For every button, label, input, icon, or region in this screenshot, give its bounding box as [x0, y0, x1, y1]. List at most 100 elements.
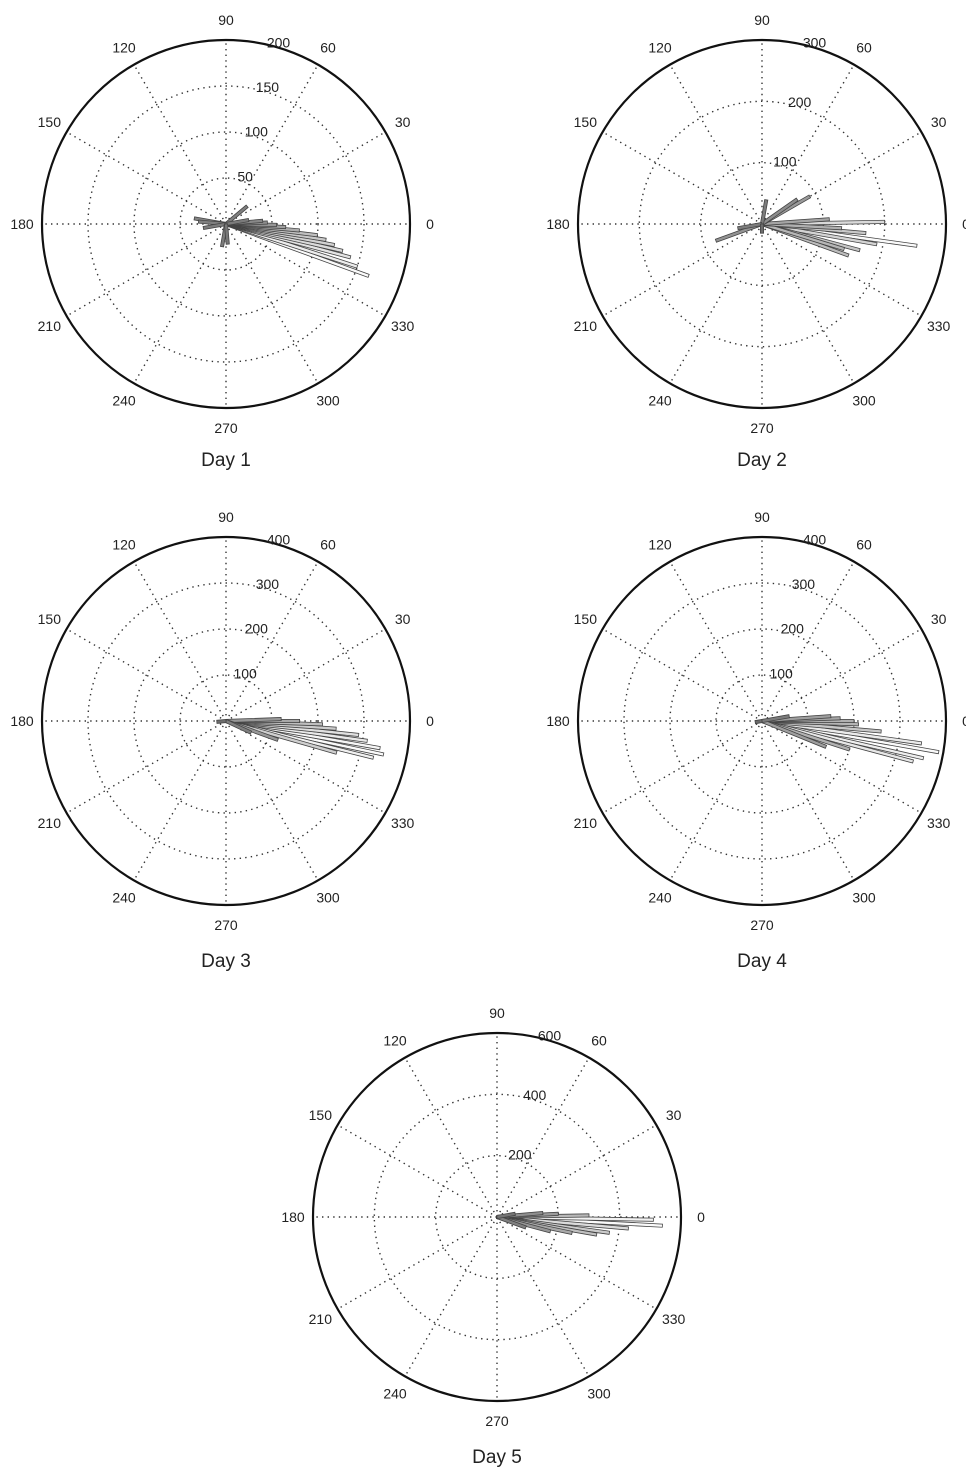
angle-tick-label: 240 [648, 890, 672, 906]
angle-tick-label: 30 [395, 611, 411, 627]
grid-ring [133, 131, 319, 317]
grid-ring [133, 628, 319, 814]
panel-caption: Day 3 [201, 951, 251, 972]
angle-tick-label: 210 [38, 815, 62, 831]
radius-tick-label: 600 [538, 1027, 562, 1043]
grid-spoke [404, 1216, 498, 1377]
grid-spoke [337, 1124, 498, 1218]
grid-spoke [496, 1057, 590, 1218]
angle-tick-label: 210 [574, 815, 598, 831]
angle-tick-label: 180 [281, 1209, 305, 1225]
angle-tick-label: 180 [546, 216, 570, 232]
angle-tick-label: 90 [754, 12, 770, 28]
outer-ring [40, 38, 412, 410]
grid-ring [638, 100, 886, 348]
angle-tick-label: 30 [666, 1107, 682, 1123]
outer-ring [576, 38, 948, 410]
angle-tick-label: 150 [574, 611, 598, 627]
angle-tick-label: 150 [309, 1107, 333, 1123]
radius-tick-label: 200 [788, 94, 812, 110]
panel-caption: Day 4 [737, 951, 787, 972]
angle-tick-label: 300 [587, 1386, 611, 1402]
grid-spoke [496, 1216, 590, 1377]
radius-tick-label: 100 [233, 665, 257, 681]
angle-tick-label: 240 [112, 393, 136, 409]
grid-spoke [66, 223, 227, 317]
angle-tick-label: 90 [489, 1005, 505, 1021]
angle-tick-label: 210 [309, 1311, 333, 1327]
angle-tick-label: 0 [962, 216, 966, 232]
radius-tick-label: 100 [773, 153, 797, 169]
angle-tick-label: 60 [320, 536, 336, 552]
bar [754, 718, 763, 725]
radius-tick-label: 400 [523, 1087, 547, 1103]
angle-tick-label: 210 [38, 318, 62, 334]
angle-tick-label: 30 [395, 114, 411, 130]
grid-spoke [133, 720, 227, 881]
grid-ring [373, 1093, 621, 1341]
angle-tick-label: 330 [391, 318, 415, 334]
radius-tick-label: 300 [256, 576, 280, 592]
radius-tick-label: 100 [769, 665, 793, 681]
grid-spoke [133, 561, 227, 722]
angle-tick-label: 0 [426, 216, 434, 232]
grid-spoke [669, 223, 763, 384]
grid-spoke [66, 720, 227, 814]
angle-tick-label: 0 [962, 713, 966, 729]
bar [760, 223, 765, 234]
grid-spoke [761, 64, 855, 225]
angle-tick-label: 30 [931, 114, 947, 130]
bar [496, 1211, 516, 1220]
radius-tick-label: 300 [803, 34, 827, 50]
polar-chart-day-4: 0 30 60 90 120 150 180 210 240 270 300 330 100 200 300… [546, 509, 966, 972]
angle-tick-label: 150 [38, 611, 62, 627]
angle-tick-label: 300 [316, 890, 340, 906]
outer-ring [40, 535, 412, 907]
angle-tick-label: 90 [218, 509, 234, 525]
bar [216, 718, 227, 724]
grid-spoke [404, 1057, 498, 1218]
radius-tick-label: 50 [237, 168, 253, 184]
angle-tick-label: 0 [697, 1209, 705, 1225]
grid-spoke [133, 223, 227, 384]
angle-tick-label: 60 [856, 39, 872, 55]
grid-ring [623, 582, 901, 860]
angle-tick-label: 270 [214, 917, 238, 933]
angle-tick-label: 330 [927, 318, 951, 334]
angle-tick-label: 120 [383, 1032, 407, 1048]
grid-spoke [133, 64, 227, 225]
angle-tick-label: 180 [546, 713, 570, 729]
angle-tick-label: 150 [574, 114, 598, 130]
panel-caption: Day 5 [472, 1447, 522, 1468]
grid-spoke [496, 1124, 657, 1218]
polar-chart-day-5: 0 30 60 90 120 150 180 210 240 270 300 330 200 400 600… [281, 1005, 705, 1468]
angle-tick-label: 120 [648, 39, 672, 55]
radius-tick-label: 200 [267, 34, 291, 50]
radius-tick-label: 400 [267, 531, 291, 547]
angle-tick-label: 150 [38, 114, 62, 130]
angle-tick-label: 0 [426, 713, 434, 729]
angle-tick-label: 300 [852, 890, 876, 906]
grid-ring [87, 582, 365, 860]
radius-tick-label: 200 [508, 1146, 532, 1162]
angle-tick-label: 300 [852, 393, 876, 409]
radius-tick-label: 400 [803, 531, 827, 547]
angle-tick-label: 240 [648, 393, 672, 409]
angle-tick-label: 240 [383, 1386, 407, 1402]
panel-caption: Day 1 [201, 450, 251, 471]
angle-tick-label: 330 [662, 1311, 686, 1327]
panel-caption: Day 2 [737, 450, 787, 471]
angle-tick-label: 330 [391, 815, 415, 831]
radius-tick-label: 300 [792, 576, 816, 592]
angle-tick-label: 90 [218, 12, 234, 28]
angle-tick-label: 270 [750, 420, 774, 436]
angle-tick-label: 120 [648, 536, 672, 552]
angle-tick-label: 60 [591, 1032, 607, 1048]
angle-tick-label: 270 [750, 917, 774, 933]
angle-tick-label: 60 [856, 536, 872, 552]
grid-spoke [669, 720, 763, 881]
grid-spoke [337, 1216, 498, 1310]
angle-tick-label: 330 [927, 815, 951, 831]
radius-tick-label: 150 [256, 79, 280, 95]
